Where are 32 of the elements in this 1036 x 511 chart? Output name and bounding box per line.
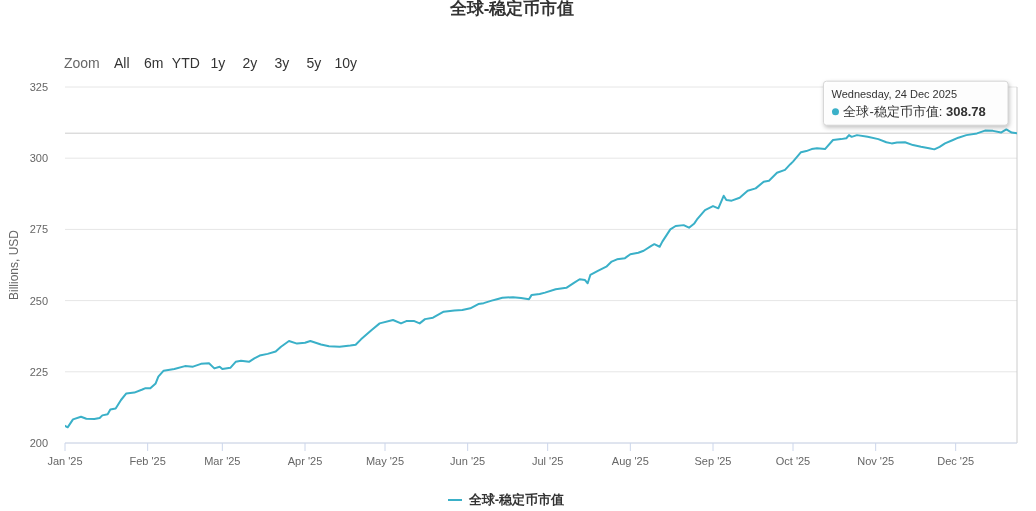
text: 10y: [334, 55, 358, 71]
x-tick-label: Jul '25: [531, 454, 564, 467]
x-tick-label: Oct '25: [775, 454, 811, 467]
x-tick-label: Dec '25: [937, 454, 975, 467]
y-tick-label: 325: [29, 80, 48, 93]
text: Zoom: [64, 55, 100, 71]
chart-title: 全球-稳定币市值: [449, 0, 575, 18]
y-tick-label: 200: [29, 436, 48, 449]
legend-label: 全球-稳定币市值: [468, 492, 565, 507]
x-tick-label: Aug '25: [611, 454, 649, 467]
text: 1y: [210, 55, 226, 71]
text: All: [114, 55, 130, 71]
x-tick-label: Nov '25: [857, 454, 895, 467]
x-tick-label: Mar '25: [204, 454, 241, 467]
y-tick-label: 250: [29, 294, 48, 307]
y-tick-label: 225: [29, 365, 48, 378]
text: 6m: [144, 55, 164, 71]
y-tick-label: 275: [29, 223, 48, 236]
x-tick-label: Sep '25: [694, 454, 732, 467]
y-tick-label: 300: [29, 152, 48, 165]
x-tick-label: Feb '25: [129, 454, 166, 467]
x-tick-label: Jun '25: [450, 454, 486, 467]
line-series: [65, 128, 1017, 429]
text: 3y: [274, 55, 290, 71]
text: 5y: [306, 55, 322, 71]
y-axis-title: Billions, USD: [7, 229, 21, 301]
text: YTD: [171, 55, 200, 71]
text: 2y: [242, 55, 258, 71]
annotation: Wednesday, 24 Dec 2025 全球-稳定币市值: 308.78: [831, 88, 986, 120]
x-tick-label: Jan '25: [47, 454, 83, 467]
x-tick-label: Apr '25: [287, 454, 323, 467]
x-tick-label: May '25: [365, 454, 405, 467]
